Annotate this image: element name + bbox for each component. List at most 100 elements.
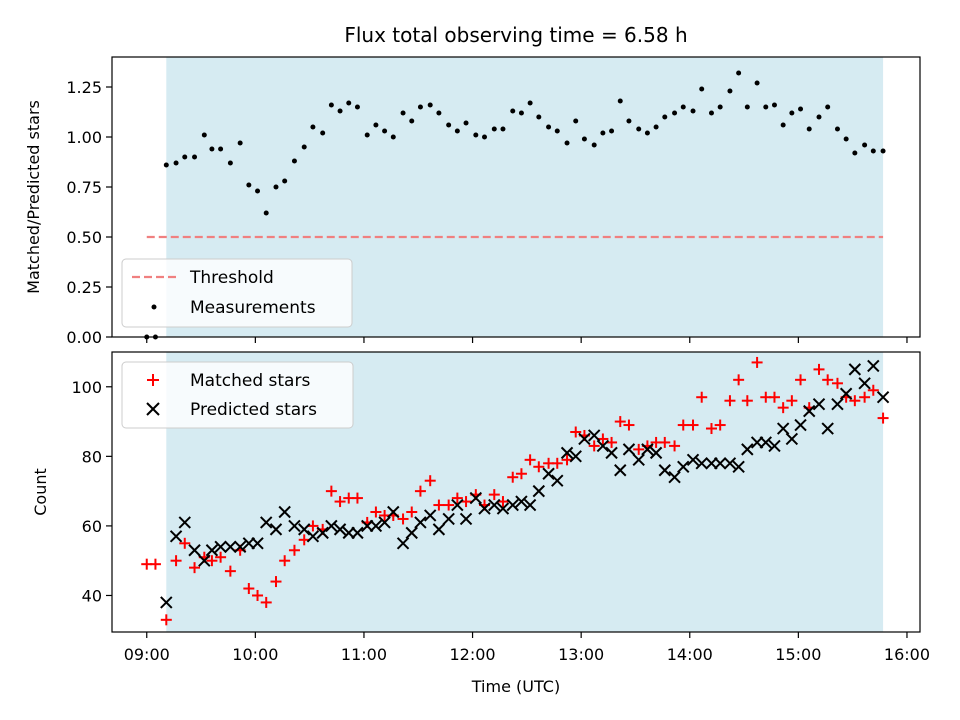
predicted-star-point: [414, 516, 427, 529]
predicted-star-point: [596, 439, 610, 453]
predicted-star-point: [759, 436, 772, 449]
matched-star-point: [669, 440, 681, 452]
predicted-star-point: [351, 526, 364, 540]
matched-star-point: [488, 489, 500, 501]
matched-star-point: [551, 457, 563, 469]
predicted-star-point: [451, 498, 464, 512]
measurement-point: [417, 104, 423, 110]
measurement-point: [680, 104, 686, 110]
predicted-star-point: [605, 446, 618, 460]
measurement-point: [382, 128, 388, 134]
matched-star-point: [215, 551, 227, 563]
top-x-ticks: [146, 337, 908, 343]
matched-star-point: [279, 555, 291, 567]
measurement-point: [237, 140, 243, 146]
measurement-point: [310, 124, 316, 130]
bottom-y-axis-label: Count: [31, 468, 50, 516]
measurement-point: [463, 120, 469, 126]
top-y-ticks: 0.00 0.25 0.50 0.75 1.00 1.25: [66, 78, 112, 347]
x-tick-label: 10:00: [232, 645, 278, 664]
matched-star-point: [724, 395, 736, 407]
measurement-point: [536, 114, 542, 120]
measurement-point: [546, 124, 552, 130]
measurement-point: [482, 134, 488, 140]
measurement-point: [717, 104, 723, 110]
bottom-panel: 40 60 80 100 09:00 10:00 11:00 12:00 13:00 14:00…: [31, 351, 930, 696]
predicted-star-point: [214, 540, 227, 553]
measurement-point: [789, 110, 795, 116]
predicted-star-point: [831, 397, 844, 411]
measurement-point: [320, 130, 326, 136]
measurement-point: [573, 118, 579, 124]
matched-star-point: [433, 499, 445, 511]
x-tick-label: 15:00: [775, 645, 821, 664]
predicted-star-point: [839, 387, 853, 400]
x-tick-label: 12:00: [450, 645, 496, 664]
predicted-star-point: [298, 523, 311, 536]
predicted-star-point: [560, 446, 574, 460]
measurement-point: [209, 146, 215, 152]
predicted-star-point: [632, 453, 645, 467]
predicted-star-point: [496, 502, 510, 515]
measurement-point: [771, 102, 777, 108]
matched-star-point: [497, 496, 509, 508]
bottom-legend-box: [121, 361, 354, 429]
predicted-star-point: [803, 404, 816, 418]
predicted-star-point: [288, 519, 301, 533]
measurement-point: [328, 102, 334, 108]
measurement-point: [690, 108, 696, 114]
bottom-legend: Matched stars Predicted stars: [121, 361, 354, 429]
predicted-star-point: [396, 537, 410, 550]
top-panel: Flux total observing time = 6.58 h 0.000…: [24, 23, 921, 347]
predicted-star-point: [649, 446, 663, 460]
measurement-point: [708, 110, 714, 116]
top-y-axis-label: Matched/Predicted stars: [24, 100, 43, 294]
matched-star-point: [298, 534, 310, 546]
matched-star-point: [406, 506, 418, 518]
matched-star-point: [515, 468, 527, 480]
measurement-point: [400, 110, 406, 116]
matched-star-point: [867, 384, 879, 396]
predicted-star-point: [488, 498, 501, 512]
measurement-point: [473, 132, 479, 138]
predicted-star-point: [794, 418, 807, 432]
predicted-star-point: [677, 460, 690, 473]
predicted-star-point: [405, 526, 418, 540]
matched-star-point: [849, 395, 861, 407]
top-legend-box: [121, 258, 353, 328]
matched-star-point: [597, 433, 609, 445]
bottom-x-ticks: 09:00 10:00 11:00 12:00 13:00 14:00 15:00 16:00: [124, 632, 930, 664]
measurement-point: [373, 122, 379, 128]
measurement-point: [672, 110, 678, 116]
measurement-point: [843, 136, 849, 142]
matched-star-point: [677, 419, 689, 431]
predicted-star-point: [821, 422, 834, 435]
predicted-stars-points: [160, 359, 890, 609]
legend-matched-label: Matched stars: [190, 371, 310, 391]
measurement-point: [780, 122, 786, 128]
top-y-tick-label: 1.25: [66, 78, 102, 97]
measurement-point: [763, 104, 769, 110]
predicted-star-point: [478, 502, 491, 515]
bottom-y-tick-label: 60: [82, 517, 102, 536]
matched-star-point: [351, 492, 363, 504]
measurement-point: [218, 146, 224, 152]
top-panel-title: Flux total observing time = 6.58 h: [344, 23, 687, 47]
measurement-point: [699, 86, 705, 92]
measurement-point: [834, 126, 840, 132]
measurement-point: [862, 142, 868, 148]
matched-star-point: [206, 555, 218, 567]
top-y-tick-label: 0.25: [66, 278, 102, 297]
predicted-star-point: [515, 495, 528, 508]
measurement-point: [744, 104, 750, 110]
predicted-star-point: [848, 363, 862, 376]
matched-star-point: [859, 391, 871, 403]
matched-star-point: [460, 496, 472, 508]
top-legend: Threshold Measurements: [121, 258, 353, 328]
matched-star-point: [334, 496, 346, 508]
measurement-point: [825, 104, 831, 110]
matched-star-point: [414, 485, 426, 497]
measurement-point: [626, 118, 632, 124]
x-axis-label: Time (UTC): [471, 677, 560, 696]
measurement-point: [255, 188, 261, 194]
